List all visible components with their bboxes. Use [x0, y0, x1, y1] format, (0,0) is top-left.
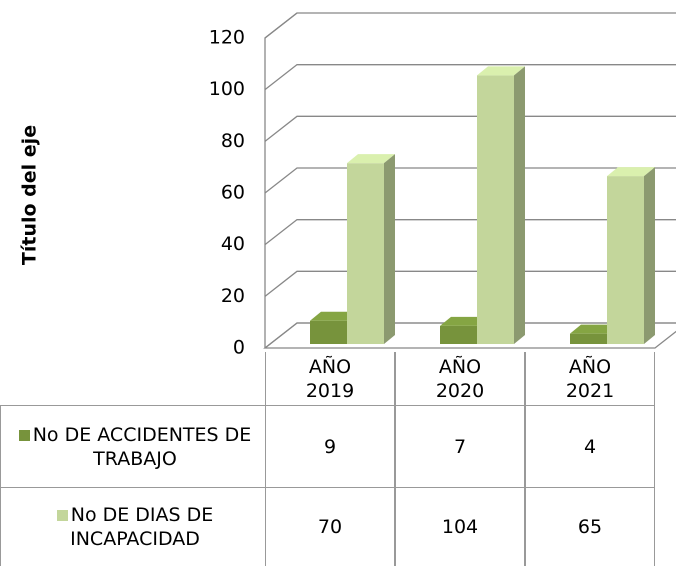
bar-side: [384, 154, 395, 344]
legend-swatch: [56, 510, 68, 521]
table-value: 9: [265, 405, 395, 487]
bar: [607, 176, 644, 344]
legend-label: No DE DIAS DE INCAPACIDAD: [70, 504, 214, 550]
bar: [440, 325, 477, 344]
x-tick-label: AÑO 2019: [265, 352, 395, 405]
y-tick-label: 80: [221, 130, 245, 152]
bar: [570, 333, 607, 344]
y-tick-label: 20: [221, 285, 245, 307]
x-tick-label: AÑO 2020: [395, 352, 525, 405]
bar-side: [644, 167, 655, 344]
legend-swatch: [18, 429, 30, 441]
grid-line: [264, 322, 676, 349]
bar-top: [570, 324, 618, 334]
table-value: 7: [395, 405, 525, 487]
bar-top: [310, 311, 358, 321]
table-value: 104: [395, 487, 525, 566]
bar-side: [514, 66, 525, 344]
table-value: 65: [525, 487, 655, 566]
legend-entry: No DE ACCIDENTES DE TRABAJO: [0, 405, 265, 487]
table-value: 4: [525, 405, 655, 487]
legend-entry: No DE DIAS DE INCAPACIDAD: [0, 487, 265, 566]
bar: [347, 163, 384, 344]
bar-top: [477, 66, 525, 76]
y-tick-label: 40: [221, 233, 245, 255]
bar-top: [607, 167, 655, 177]
legend-label: No DE ACCIDENTES DE TRABAJO: [32, 423, 252, 470]
grid-line: [264, 115, 676, 142]
bar: [477, 75, 514, 344]
bar: [310, 320, 347, 344]
grid-line: [264, 64, 676, 91]
table-value: 70: [265, 487, 395, 566]
grid-line: [264, 167, 676, 194]
y-tick-label: 100: [209, 78, 245, 100]
bar-top: [440, 316, 488, 326]
y-tick-label: 0: [233, 337, 245, 359]
grid-line: [264, 270, 676, 297]
grid-line: [264, 12, 676, 39]
y-axis-title: Título del eje: [19, 125, 41, 265]
x-tick-label: AÑO 2021: [525, 352, 655, 405]
bar-top: [347, 154, 395, 164]
grid-line: [264, 219, 676, 246]
y-tick-label: 60: [221, 182, 245, 204]
y-tick-label: 120: [209, 27, 245, 49]
